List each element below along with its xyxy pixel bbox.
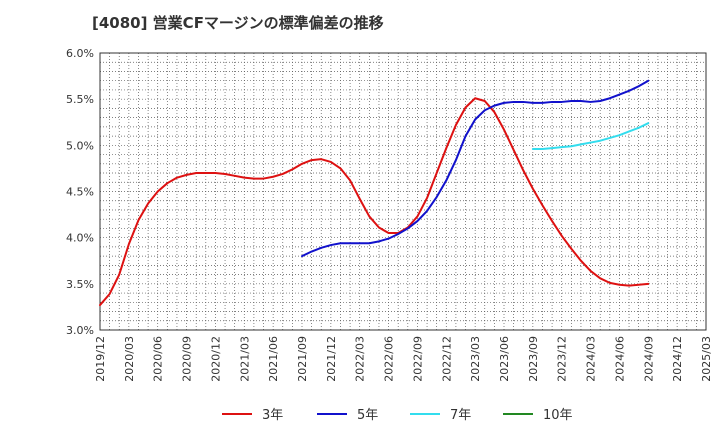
series-line-3年	[99, 97, 650, 307]
legend-label: 3年	[262, 408, 283, 423]
x-tick-label: 2022/03	[354, 336, 367, 382]
x-tick-label: 2023/09	[527, 336, 540, 382]
legend-label: 10年	[543, 408, 573, 423]
legend-label: 5年	[357, 408, 378, 423]
x-tick-label: 2020/09	[181, 336, 194, 382]
x-tick-label: 2021/09	[296, 336, 309, 382]
x-tick-label: 2020/03	[123, 336, 136, 382]
series-line-5年	[301, 79, 650, 258]
y-tick-label: 4.0%	[66, 232, 94, 245]
axes	[99, 52, 707, 331]
x-tick-label: 2024/12	[671, 336, 684, 382]
x-tick-label: 2022/12	[440, 336, 453, 382]
x-tick-label: 2023/06	[498, 336, 511, 382]
y-tick-label: 6.0%	[66, 47, 94, 60]
x-tick-label: 2023/03	[469, 336, 482, 382]
x-tick-labels: 2019/12 2020/03 2020/06 2020/09 2020/12 2021/…	[94, 336, 713, 382]
chart-title: [4080] 営業CFマージンの標準偏差の推移	[92, 14, 384, 32]
y-tick-label: 5.0%	[66, 139, 94, 152]
x-tick-label: 2024/06	[613, 336, 626, 382]
x-tick-label: 2020/12	[209, 336, 222, 382]
x-tick-label: 2021/06	[267, 336, 280, 382]
y-tick-labels: 3.0% 3.5% 4.0% 4.5% 5.0% 5.5% 6.0%	[66, 47, 94, 337]
y-tick-label: 5.5%	[66, 93, 94, 106]
x-tick-label: 2023/12	[556, 336, 569, 382]
x-tick-label: 2021/03	[238, 336, 251, 382]
x-tick-label: 2024/03	[585, 336, 598, 382]
x-tick-label: 2025/03	[700, 336, 713, 382]
y-tick-label: 3.0%	[66, 324, 94, 337]
series-line-7年	[531, 122, 650, 151]
x-tick-label: 2024/09	[642, 336, 655, 382]
grid	[99, 52, 707, 331]
plot-border	[99, 52, 707, 331]
x-tick-label: 2020/06	[152, 336, 165, 382]
x-tick-label: 2022/06	[383, 336, 396, 382]
x-tick-label: 2019/12	[94, 336, 107, 382]
x-tick-label: 2022/09	[411, 336, 424, 382]
legend: 3年 5年 7年 10年	[222, 408, 573, 423]
x-tick-label: 2021/12	[325, 336, 338, 382]
y-tick-label: 3.5%	[66, 278, 94, 291]
y-tick-label: 4.5%	[66, 186, 94, 199]
series-lines	[99, 79, 650, 307]
legend-label: 7年	[450, 408, 471, 423]
